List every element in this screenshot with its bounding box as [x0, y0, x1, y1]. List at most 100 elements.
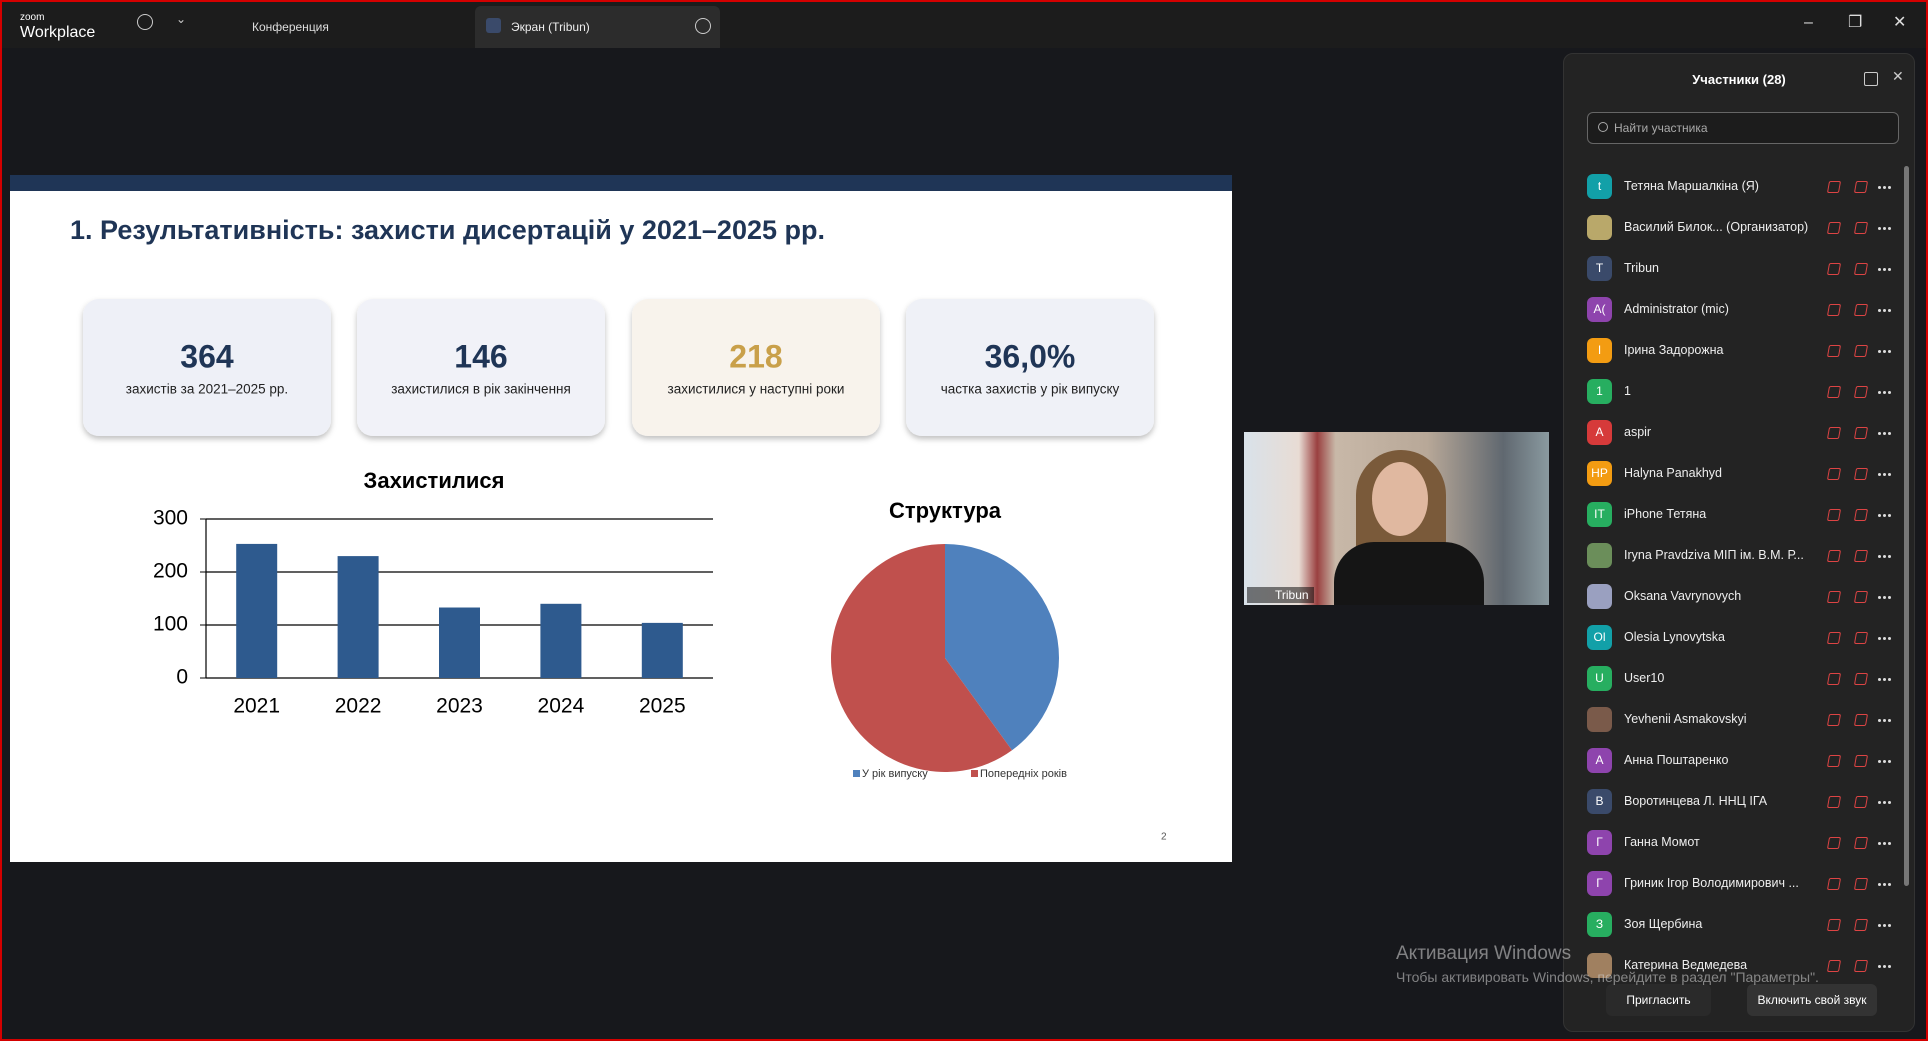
- participant-row[interactable]: IT iPhone Тетяна: [1564, 494, 1904, 535]
- more-dot[interactable]: [1883, 965, 1886, 968]
- participant-row[interactable]: В Воротинцева Л. ННЦ ІГА: [1564, 781, 1904, 822]
- more-dot[interactable]: [1878, 842, 1881, 845]
- more-dot[interactable]: [1878, 637, 1881, 640]
- tab-active[interactable]: [475, 6, 720, 48]
- restore-button[interactable]: ❐: [1848, 14, 1863, 31]
- more-dot[interactable]: [1878, 350, 1881, 353]
- more-dot[interactable]: [1888, 801, 1891, 804]
- close-panel-button[interactable]: ✕: [1892, 68, 1904, 84]
- more-dot[interactable]: [1888, 924, 1891, 927]
- participant-row[interactable]: Василий Билок... (Организатор): [1564, 207, 1904, 248]
- more-dot[interactable]: [1888, 596, 1891, 599]
- more-dot[interactable]: [1883, 678, 1886, 681]
- tab-menu[interactable]: [695, 18, 711, 34]
- more-dot[interactable]: [1878, 555, 1881, 558]
- participant-row[interactable]: Г Ганна Момот: [1564, 822, 1904, 863]
- more-dot[interactable]: [1888, 637, 1891, 640]
- more-dot[interactable]: [1888, 309, 1891, 312]
- more-dot[interactable]: [1888, 514, 1891, 517]
- more-dot[interactable]: [1878, 186, 1881, 189]
- tab[interactable]: [217, 6, 475, 48]
- more-dot[interactable]: [1878, 432, 1881, 435]
- more-dot[interactable]: [1883, 801, 1886, 804]
- info-button[interactable]: [137, 14, 153, 30]
- participant-row[interactable]: Iryna Pravdziva МІП ім. В.М. Р...: [1564, 535, 1904, 576]
- participant-name: Oksana Vavrynovych: [1624, 589, 1742, 603]
- more-dot[interactable]: [1878, 514, 1881, 517]
- more-dot[interactable]: [1888, 842, 1891, 845]
- more-dot[interactable]: [1883, 555, 1886, 558]
- more-dot[interactable]: [1878, 227, 1881, 230]
- status-icon: [1853, 755, 1869, 767]
- more-dot[interactable]: [1878, 965, 1881, 968]
- participant-row[interactable]: t Тетяна Маршалкіна (Я): [1564, 166, 1904, 207]
- more-dot[interactable]: [1878, 596, 1881, 599]
- slide: 1. Результативність: захисти дисертацій …: [10, 175, 1232, 862]
- tab-label: Экран (Tribun): [511, 20, 590, 34]
- more-dot[interactable]: [1888, 719, 1891, 722]
- more-dot[interactable]: [1883, 883, 1886, 886]
- more-dot[interactable]: [1883, 391, 1886, 394]
- more-dot[interactable]: [1883, 637, 1886, 640]
- participant-row[interactable]: З Зоя Щербина: [1564, 904, 1904, 945]
- more-dot[interactable]: [1883, 350, 1886, 353]
- more-dot[interactable]: [1878, 801, 1881, 804]
- more-dot[interactable]: [1878, 883, 1881, 886]
- more-dot[interactable]: [1883, 186, 1886, 189]
- more-dot[interactable]: [1878, 760, 1881, 763]
- more-dot[interactable]: [1878, 309, 1881, 312]
- more-dot[interactable]: [1888, 432, 1891, 435]
- popout-button[interactable]: [1864, 72, 1878, 86]
- invite-button[interactable]: Пригласить: [1606, 984, 1711, 1016]
- more-dot[interactable]: [1883, 227, 1886, 230]
- unmute-button[interactable]: Включить свой звук: [1747, 984, 1877, 1016]
- more-dot[interactable]: [1878, 924, 1881, 927]
- more-dot[interactable]: [1888, 391, 1891, 394]
- more-dot[interactable]: [1883, 268, 1886, 271]
- more-dot[interactable]: [1888, 760, 1891, 763]
- more-dot[interactable]: [1888, 227, 1891, 230]
- more-dot[interactable]: [1878, 678, 1881, 681]
- more-dot[interactable]: [1883, 432, 1886, 435]
- more-dot[interactable]: [1883, 596, 1886, 599]
- more-dot[interactable]: [1888, 350, 1891, 353]
- more-dot[interactable]: [1888, 186, 1891, 189]
- search-box[interactable]: Найти участника: [1587, 112, 1899, 144]
- participant-row[interactable]: Ol Olesia Lynovytska: [1564, 617, 1904, 658]
- participant-row[interactable]: Yevhenii Asmakovskyi: [1564, 699, 1904, 740]
- participant-row[interactable]: T Tribun: [1564, 248, 1904, 289]
- more-dot[interactable]: [1883, 309, 1886, 312]
- more-dot[interactable]: [1878, 391, 1881, 394]
- more-dot[interactable]: [1883, 760, 1886, 763]
- participant-row[interactable]: І Ірина Задорожна: [1564, 330, 1904, 371]
- more-dot[interactable]: [1883, 924, 1886, 927]
- participant-row[interactable]: U User10: [1564, 658, 1904, 699]
- more-dot[interactable]: [1883, 842, 1886, 845]
- more-dot[interactable]: [1888, 473, 1891, 476]
- more-dot[interactable]: [1878, 268, 1881, 271]
- avatar: U: [1587, 666, 1612, 691]
- dropdown-button[interactable]: ⌄: [176, 12, 187, 26]
- more-dot[interactable]: [1888, 678, 1891, 681]
- minimize-button[interactable]: –: [1804, 14, 1813, 31]
- more-dot[interactable]: [1883, 514, 1886, 517]
- close-button[interactable]: ✕: [1893, 14, 1907, 31]
- more-dot[interactable]: [1888, 555, 1891, 558]
- participant-row[interactable]: Oksana Vavrynovych: [1564, 576, 1904, 617]
- more-dot[interactable]: [1883, 719, 1886, 722]
- participant-row[interactable]: A(Administrator (mic): [1564, 289, 1904, 330]
- more-dot[interactable]: [1888, 883, 1891, 886]
- participant-row[interactable]: Г Гриник Ігор Володимирович ...: [1564, 863, 1904, 904]
- more-dot[interactable]: [1878, 719, 1881, 722]
- participant-name: Halyna Panakhyd: [1624, 466, 1722, 480]
- more-dot[interactable]: [1883, 473, 1886, 476]
- participant-row[interactable]: HP Halyna Panakhyd: [1564, 453, 1904, 494]
- more-dot[interactable]: [1878, 473, 1881, 476]
- more-dot[interactable]: [1888, 965, 1891, 968]
- participant-row[interactable]: A Анна Поштаренко: [1564, 740, 1904, 781]
- participant-row[interactable]: Катерина Ведмедева: [1564, 945, 1904, 986]
- more-dot[interactable]: [1888, 268, 1891, 271]
